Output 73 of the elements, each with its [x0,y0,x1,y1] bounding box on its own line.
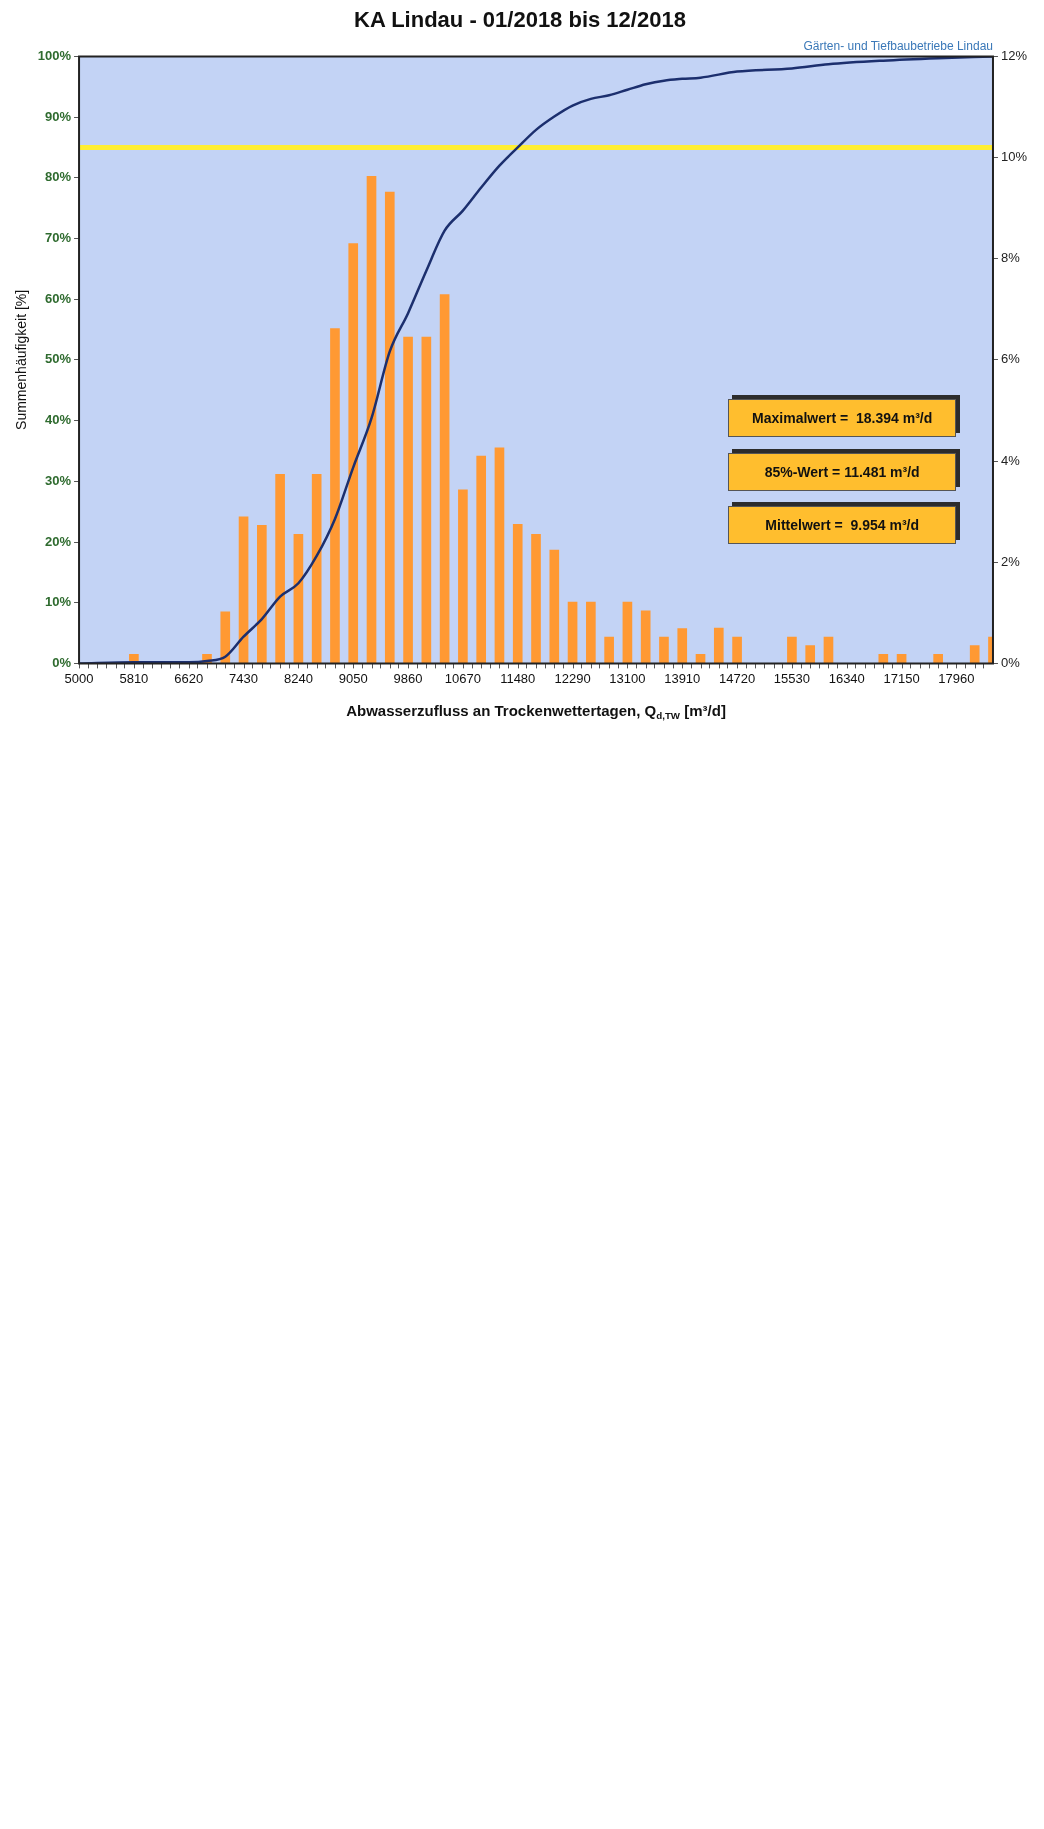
y2-tick-label: 4% [1000,452,1021,468]
bar [293,534,304,664]
text: Gärten- und Tiefbaubetriebe Lindau [803,38,993,53]
y-tick-label: 100% [37,47,72,63]
bar [403,336,413,664]
x-tick-label: 7430 [229,670,259,686]
bar [659,636,669,664]
x-tick-label: 13910 [664,670,701,686]
y2-tick-label: 12% [1000,47,1028,63]
bar [238,516,249,664]
bar [384,191,395,664]
y-tick-label: 80% [45,169,72,185]
bar [439,294,450,664]
bar [311,473,322,664]
bar [586,601,596,664]
bar [494,447,505,664]
bar [732,636,742,664]
note-box: 85%-Wert = 11.481 m³/d [727,452,957,491]
bar [713,627,724,664]
x-tick-label: 15530 [773,670,810,686]
bar [677,628,688,664]
x-tick-label: 13100 [609,670,646,686]
y-tick-label: 50% [45,351,72,367]
line-series [79,56,993,664]
bar [878,653,889,664]
x-tick-label: 16340 [828,670,865,686]
y-tick-label: 20% [45,533,72,549]
y2-tick-label: 8% [1000,250,1021,266]
bar [622,601,633,664]
x-tick-label: 8240 [283,670,313,686]
y-tick-label: 0% [52,654,72,670]
bar [549,549,560,664]
y2-tick-label: 2% [1000,553,1021,569]
y-tick-label: 40% [45,412,72,428]
y-axis-title: Summenhäufigkeit [%] [13,289,30,430]
bar [330,328,340,664]
bar [567,601,578,664]
bar [421,336,432,664]
x-tick-label: 10670 [444,670,481,686]
x-tick-label: 14720 [719,670,756,686]
bar [604,636,614,664]
y2-tick-label: 0% [1000,654,1021,670]
x-tick-label: 9050 [338,670,368,686]
bar [933,653,943,664]
bar [257,524,267,664]
bar [220,611,231,664]
bar [640,610,651,664]
y2-tick-label: 10% [1000,149,1028,165]
x-tick-label: 5810 [119,670,149,686]
x-tick-label: 11480 [500,670,536,686]
x-tick-label: 17960 [938,670,975,686]
bar [805,645,816,664]
x-tick-label: 12290 [554,670,591,686]
x-tick-label: 17150 [883,670,920,686]
bar [366,175,377,664]
bar [531,534,541,664]
x-tick-label: 6620 [174,670,204,686]
bar [512,523,523,664]
bar [787,636,797,664]
bar [458,489,468,664]
x-tick-label: 9860 [393,670,423,686]
x-tick-label: 5000 [64,670,94,686]
y-tick-label: 60% [45,290,72,306]
y2-tick-label: 6% [1000,351,1021,367]
chart-title: KA Lindau - 01/2018 bis 12/2018 [354,7,686,33]
bar [275,473,285,664]
y-tick-label: 90% [45,108,72,124]
y-tick-label: 10% [45,594,72,610]
bar [348,243,359,664]
bar [969,645,980,664]
y-tick-label: 30% [45,472,72,488]
bar [476,455,487,664]
y-tick-label: 70% [45,230,72,246]
